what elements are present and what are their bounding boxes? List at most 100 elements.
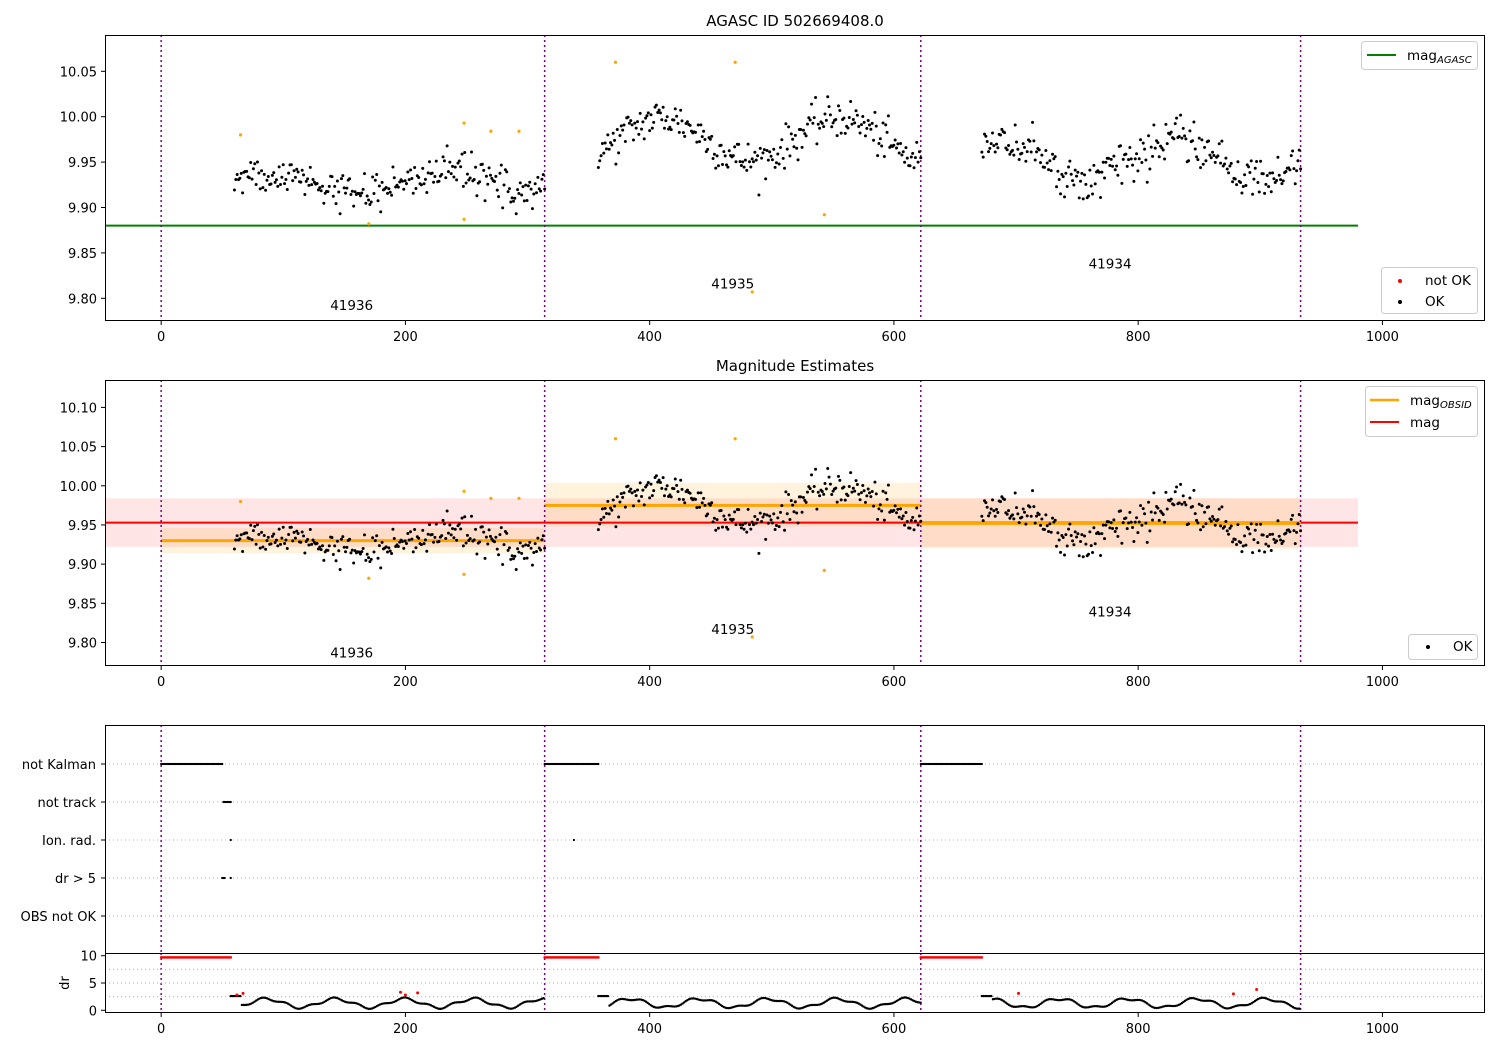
- ok-point: [600, 507, 604, 511]
- ok-point: [1235, 542, 1239, 546]
- ok-point: [874, 124, 878, 128]
- x-tick-label: 400: [637, 675, 662, 690]
- ok-point: [520, 551, 524, 555]
- legend-ok-2: OK: [1453, 639, 1474, 655]
- ok-point: [766, 158, 770, 162]
- obsid-annotation: 41934: [1089, 605, 1132, 621]
- ok-point: [1127, 521, 1131, 525]
- ok-point: [249, 523, 253, 527]
- ok-point: [859, 123, 863, 127]
- ok-point: [300, 168, 304, 172]
- ok-point: [657, 478, 661, 482]
- outlier-point: [517, 496, 521, 500]
- ok-point: [411, 191, 415, 195]
- ok-point: [885, 130, 889, 134]
- ok-point: [619, 492, 623, 496]
- ok-point: [673, 107, 677, 111]
- ok-point: [307, 543, 311, 547]
- ok-point: [1056, 531, 1060, 535]
- ok-point: [353, 190, 357, 194]
- ok-point: [322, 558, 326, 562]
- ok-point: [377, 184, 381, 188]
- ok-point: [634, 494, 638, 498]
- ok-point: [685, 120, 689, 124]
- ok-point: [862, 120, 866, 124]
- ok-point: [1183, 134, 1187, 138]
- ok-point: [1109, 521, 1113, 525]
- ok-point: [847, 484, 851, 488]
- ok-point: [1255, 522, 1259, 526]
- ok-point: [1231, 540, 1235, 544]
- ok-point: [1068, 159, 1072, 163]
- ok-point: [865, 494, 869, 498]
- ok-point: [984, 134, 988, 138]
- ok-point: [295, 529, 299, 533]
- ok-point: [665, 115, 669, 119]
- ok-point: [494, 174, 498, 178]
- dr-axis-label: dr: [58, 976, 73, 990]
- ok-point: [1073, 168, 1077, 172]
- ok-point: [760, 520, 764, 524]
- ok-point: [371, 536, 375, 540]
- ok-point: [603, 141, 607, 145]
- x-tick-label: 1000: [1366, 330, 1399, 345]
- ok-point: [785, 147, 789, 151]
- ok-point: [442, 159, 446, 163]
- ok-point: [896, 142, 900, 146]
- ok-point: [257, 532, 261, 536]
- ok-point: [606, 499, 610, 503]
- ok-point: [904, 146, 908, 150]
- ok-point: [1023, 510, 1027, 514]
- ok-point: [851, 486, 855, 490]
- ok-point: [1233, 537, 1237, 541]
- ok-point: [992, 144, 996, 148]
- ok-point: [738, 523, 742, 527]
- ok-point: [334, 202, 338, 206]
- ok-point: [376, 556, 380, 560]
- ok-point: [824, 118, 828, 122]
- ok-point: [876, 154, 880, 158]
- ok-point: [664, 487, 668, 491]
- ok-point: [261, 545, 265, 549]
- legend-mag-agasc-sub: AGASC: [1436, 55, 1472, 66]
- ok-point: [421, 528, 425, 532]
- flag-point: [221, 762, 224, 766]
- ok-point: [681, 131, 685, 135]
- ok-point: [727, 513, 731, 517]
- ok-point: [465, 172, 469, 176]
- ok-point: [793, 133, 797, 137]
- ok-point: [1219, 524, 1223, 528]
- ok-point: [433, 535, 437, 539]
- ok-point: [1200, 504, 1204, 508]
- ok-point: [796, 521, 800, 525]
- ok-point: [1067, 165, 1071, 169]
- ok-point: [679, 108, 683, 112]
- x-tick-label: 1000: [1366, 1022, 1399, 1037]
- ok-point: [518, 541, 522, 545]
- ok-point: [1025, 514, 1029, 518]
- ok-point: [984, 501, 988, 505]
- obsid-annotation: 41936: [330, 298, 373, 314]
- ok-point: [803, 132, 807, 136]
- ok-point: [1259, 159, 1263, 163]
- ok-point: [912, 528, 916, 532]
- ok-point: [1203, 145, 1207, 149]
- ok-point: [1163, 157, 1167, 161]
- outlier-point: [750, 635, 754, 639]
- ok-point: [980, 150, 984, 154]
- ok-point: [696, 123, 700, 127]
- outlier-point: [733, 60, 737, 64]
- ok-point: [1140, 160, 1144, 164]
- x-tick-label: 600: [882, 675, 907, 690]
- ok-point: [710, 134, 714, 138]
- ok-point: [623, 505, 627, 509]
- ok-point: [989, 142, 993, 146]
- ok-point: [274, 178, 278, 182]
- ok-point: [816, 122, 820, 126]
- ok-point: [1292, 529, 1296, 533]
- ok-point: [1233, 177, 1237, 181]
- ok-point: [428, 160, 432, 164]
- ok-point: [1227, 171, 1231, 175]
- ok-point: [1071, 179, 1075, 183]
- ok-point: [1212, 153, 1216, 157]
